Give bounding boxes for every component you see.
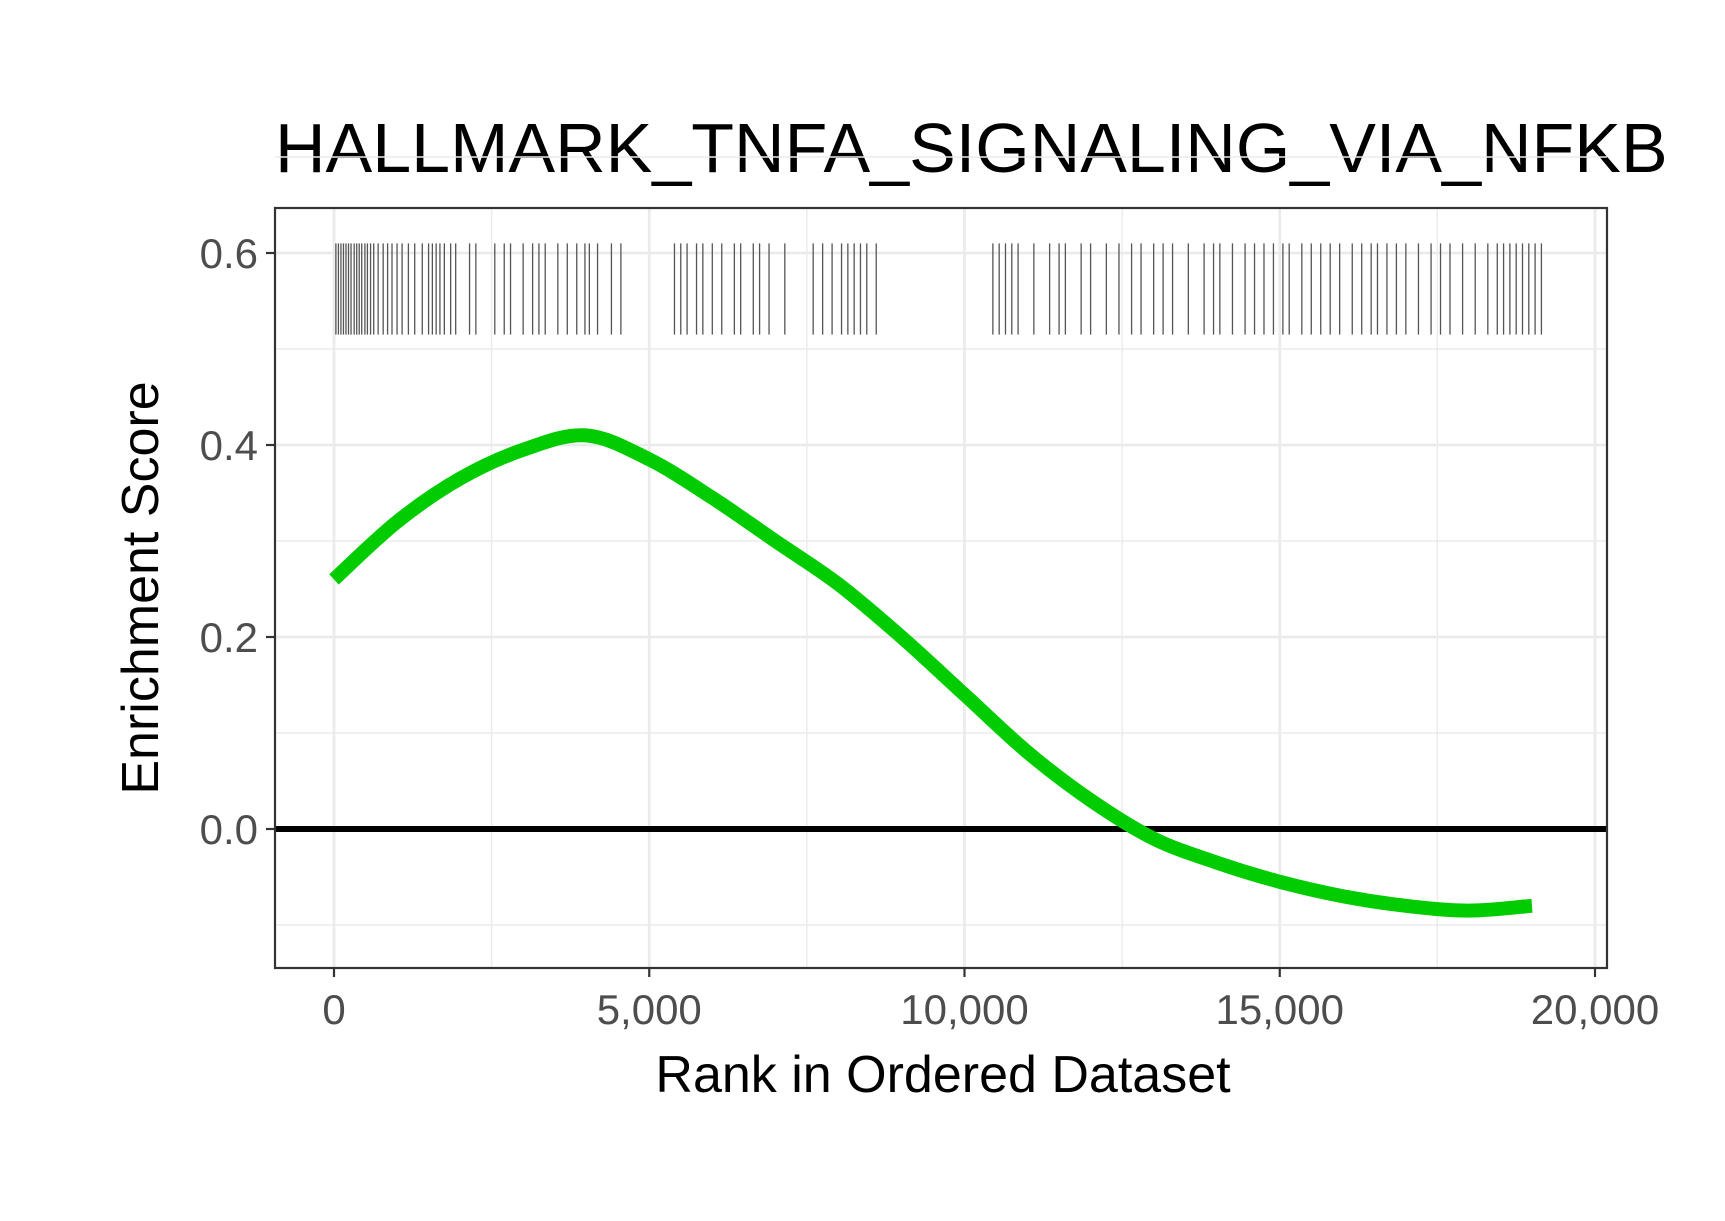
- enrichment-score-line: [329, 428, 1533, 918]
- x-tick-label: 5,000: [597, 986, 702, 1033]
- panel-border: [273, 206, 1609, 970]
- y-axis: 0.0 0.2 0.4 0.6: [200, 230, 275, 853]
- x-axis: 0 5,000 10,000 15,000 20,000: [322, 968, 1659, 1033]
- y-tick-label: 0.4: [200, 422, 258, 469]
- y-axis-title: Enrichment Score: [112, 381, 170, 794]
- y-tick-label: 0.6: [200, 230, 258, 277]
- x-axis-title: Rank in Ordered Dataset: [655, 1046, 1231, 1104]
- x-tick-label: 20,000: [1531, 986, 1659, 1033]
- y-tick-label: 0.0: [200, 806, 258, 853]
- minor-gridlines: [275, 156, 1607, 968]
- x-tick-label: 10,000: [900, 986, 1028, 1033]
- x-tick-label: 15,000: [1216, 986, 1344, 1033]
- chart-title: HALLMARK_TNFA_SIGNALING_VIA_NFKB: [275, 109, 1668, 187]
- x-tick-label: 0: [322, 986, 345, 1033]
- hit-rug: [335, 243, 1543, 335]
- y-tick-label: 0.2: [200, 614, 258, 661]
